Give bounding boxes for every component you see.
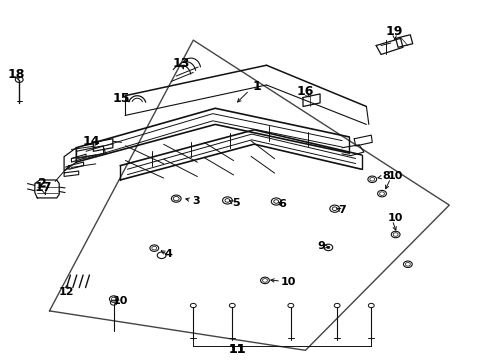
Text: 18: 18	[8, 68, 25, 81]
Text: 1: 1	[252, 80, 261, 93]
Text: 6: 6	[278, 199, 286, 210]
Text: 2: 2	[38, 177, 46, 190]
Text: 15: 15	[113, 92, 130, 105]
Text: 4: 4	[164, 248, 172, 258]
Circle shape	[326, 246, 329, 248]
Text: 13: 13	[172, 57, 189, 70]
Text: 5: 5	[231, 198, 239, 208]
Text: 11: 11	[228, 343, 245, 356]
Text: 19: 19	[385, 26, 403, 39]
Text: 12: 12	[59, 287, 74, 297]
Text: 8: 8	[381, 171, 389, 181]
Text: 14: 14	[82, 135, 100, 148]
Text: 10: 10	[387, 213, 403, 222]
Text: 16: 16	[296, 85, 313, 98]
Text: 3: 3	[191, 196, 199, 206]
Text: 7: 7	[338, 206, 345, 216]
Text: 10: 10	[280, 277, 295, 287]
Text: 17: 17	[35, 181, 52, 194]
Text: 11: 11	[228, 343, 245, 356]
Text: 10: 10	[112, 296, 127, 306]
Text: 9: 9	[317, 241, 325, 251]
Text: 10: 10	[387, 171, 403, 181]
